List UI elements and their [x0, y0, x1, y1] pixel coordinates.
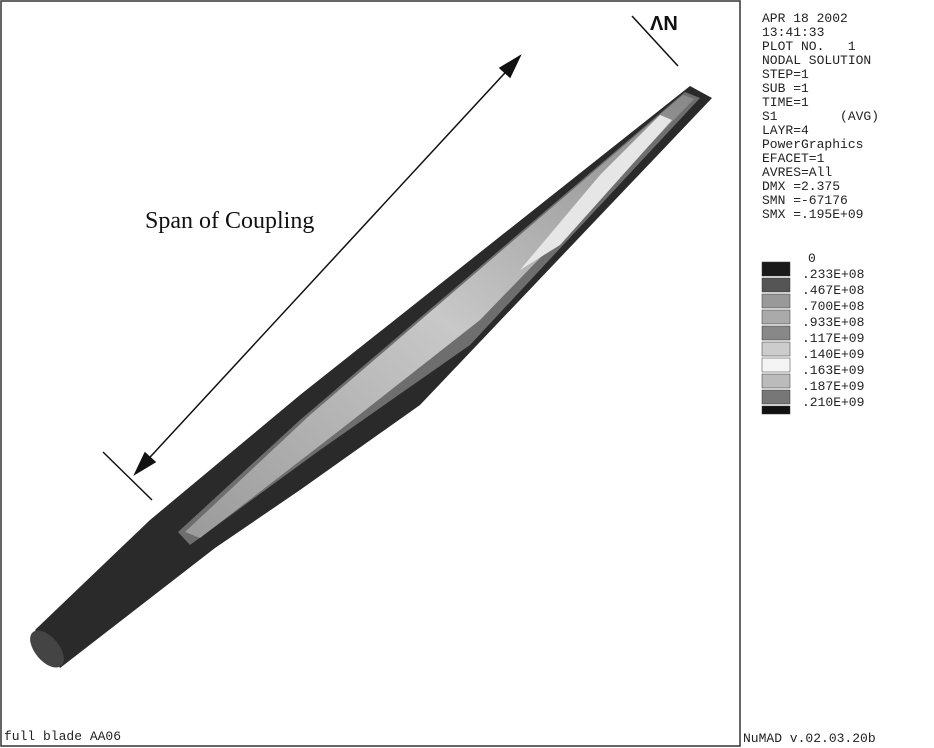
info-line: S1 (AVG) [762, 109, 879, 124]
info-line: DMX =2.375 [762, 179, 840, 194]
legend-swatches [762, 262, 790, 414]
info-line: SMX =.195E+09 [762, 207, 863, 222]
legend-label: .700E+08 [802, 299, 864, 314]
legend-label: .187E+09 [802, 379, 864, 394]
info-line: SUB =1 [762, 81, 809, 96]
caption: full blade AA06 [4, 729, 121, 744]
legend-label: .117E+09 [802, 331, 864, 346]
info-line: EFACET=1 [762, 151, 825, 166]
legend-label: .210E+09 [802, 395, 864, 410]
info-line: STEP=1 [762, 67, 809, 82]
info-line: PowerGraphics [762, 137, 863, 152]
logo: ΛN [650, 13, 678, 35]
screen: Span of Coupling ΛN full blade AA06 NuMA… [0, 0, 934, 748]
info-line: TIME=1 [762, 95, 809, 110]
info-line: 13:41:33 [762, 25, 824, 40]
annotation: Span of Coupling [145, 208, 314, 234]
legend-label: .163E+09 [802, 363, 864, 378]
legend-label: 0 [808, 251, 816, 266]
info-line: LAYR=4 [762, 123, 809, 138]
legend-label: .140E+09 [802, 347, 864, 362]
version: NuMAD v.02.03.20b [743, 731, 876, 746]
info-line: AVRES=All [762, 165, 832, 180]
legend-label: .233E+08 [802, 267, 864, 282]
legend-label: .467E+08 [802, 283, 864, 298]
info-line: APR 18 2002 [762, 11, 848, 26]
legend-label: .933E+08 [802, 315, 864, 330]
info-line: SMN =-67176 [762, 193, 848, 208]
info-line: PLOT NO. 1 [762, 39, 856, 54]
info-line: NODAL SOLUTION [762, 53, 871, 68]
